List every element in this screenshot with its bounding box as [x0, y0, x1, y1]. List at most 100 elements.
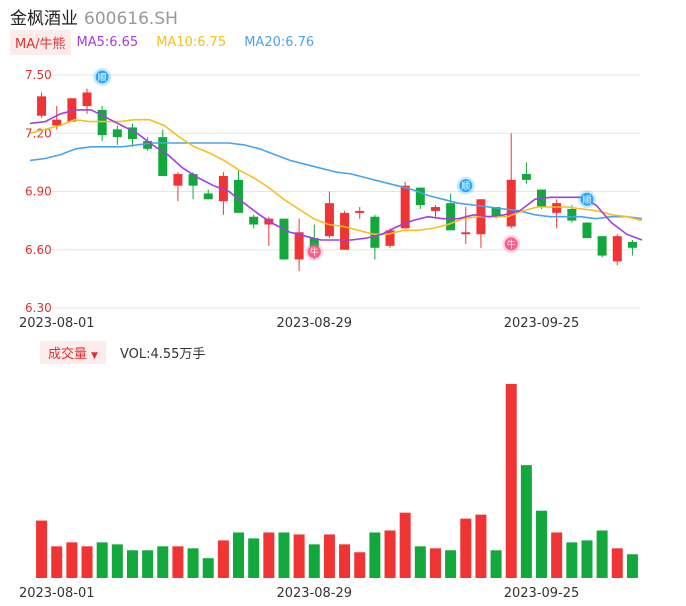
candle-body	[158, 137, 168, 176]
candle-body	[324, 203, 334, 237]
volume-bar	[308, 544, 320, 578]
caret-down-icon: ▼	[91, 350, 98, 361]
volume-bar	[445, 550, 457, 578]
candle-body	[415, 187, 425, 206]
volume-bar	[248, 538, 260, 578]
candle-body	[97, 109, 107, 136]
badge-text: 牛	[310, 246, 319, 258]
candle-body	[294, 232, 304, 260]
volume-bar	[626, 554, 638, 578]
candle-body	[249, 216, 259, 225]
volume-bar	[611, 548, 623, 578]
volume-series	[36, 383, 638, 578]
candle-body	[446, 203, 456, 231]
candle-body	[188, 174, 198, 186]
candlestick-series	[37, 88, 637, 272]
volume-bar	[596, 530, 608, 578]
badge-text: 顺	[461, 181, 470, 192]
volume-bar	[505, 383, 517, 578]
volume-indicator-selector[interactable]: 成交量 ▼	[40, 340, 106, 364]
price-y-tick-label: 6.30	[25, 301, 52, 315]
signal-badge-shun: 顺	[456, 176, 475, 195]
badge-text: 顺	[582, 195, 591, 206]
volume-bar	[172, 546, 184, 578]
candle-body	[37, 96, 47, 116]
price-x-tick-label: 2023-08-29	[276, 316, 352, 331]
candle-body	[400, 185, 410, 229]
candle-body	[370, 216, 380, 248]
candle-body	[203, 193, 213, 200]
price-x-tick-label: 2023-09-25	[504, 316, 580, 331]
volume-bar	[490, 550, 502, 578]
badge-core	[95, 70, 109, 84]
volume-bar	[66, 542, 78, 578]
volume-bar	[51, 546, 63, 578]
candle-body	[506, 179, 516, 227]
volume-bar	[217, 540, 229, 578]
stock-code: 600616.SH	[84, 9, 178, 29]
volume-bar	[187, 548, 199, 578]
volume-bar	[96, 542, 108, 578]
volume-x-tick-label: 2023-08-01	[19, 586, 95, 601]
badge-core	[459, 179, 473, 193]
ma20-line	[29, 142, 643, 220]
price-y-tick-label: 6.60	[25, 243, 52, 257]
signal-badges: 顺牛 顺牛 顺	[93, 67, 596, 261]
candle-body	[173, 174, 183, 186]
price-y-tick-label: 6.90	[25, 185, 52, 199]
candle-body	[355, 210, 365, 213]
volume-bar	[414, 546, 426, 578]
volume-bar	[202, 558, 214, 578]
candle-body	[143, 141, 153, 149]
ma10-line	[29, 118, 643, 235]
ma20-value: MA20:6.76	[244, 34, 315, 50]
volume-bar	[520, 465, 532, 578]
ma5-line	[29, 109, 643, 241]
volume-bar	[429, 548, 441, 578]
volume-bar	[354, 552, 366, 578]
badge-core	[580, 192, 594, 206]
price-x-tick-label: 2023-08-01	[19, 316, 95, 331]
volume-bar	[581, 540, 593, 578]
signal-badge-niu: 牛	[502, 234, 521, 253]
volume-bar	[399, 512, 411, 578]
candle-body	[521, 174, 531, 180]
volume-bar	[460, 518, 472, 578]
volume-bar	[263, 532, 275, 578]
stock-title: 金枫酒业 600616.SH	[10, 4, 178, 29]
volume-value: VOL:4.55万手	[119, 346, 206, 362]
volume-bar	[278, 532, 290, 578]
candle-body	[582, 222, 592, 239]
ma-indicator-selector[interactable]: MA/牛熊	[10, 29, 71, 55]
volume-x-axis: 2023-08-01 2023-08-29 2023-09-25	[19, 586, 579, 601]
volume-bar	[233, 532, 245, 578]
candle-body	[112, 129, 122, 138]
volume-bar	[369, 532, 381, 578]
candle-body	[627, 241, 637, 248]
candle-body	[82, 92, 92, 107]
ma5-value: MA5:6.65	[76, 34, 139, 50]
volume-bar	[339, 544, 351, 578]
volume-bar	[536, 510, 548, 578]
volume-bar	[384, 530, 396, 578]
price-y-tick-label: 7.50	[25, 68, 52, 82]
volume-tag-label: 成交量	[48, 346, 88, 362]
candle-body	[234, 179, 244, 213]
price-y-axis: 7.507.206.906.606.30	[25, 68, 52, 315]
candle-body	[552, 203, 562, 213]
badge-core	[504, 237, 518, 251]
stock-name: 金枫酒业	[10, 9, 78, 29]
price-x-axis: 2023-08-01 2023-08-29 2023-09-25	[19, 316, 579, 331]
volume-bar	[142, 550, 154, 578]
candle-body	[461, 232, 471, 235]
candle-body	[67, 98, 77, 122]
candle-body	[597, 236, 607, 256]
signal-badge-niu: 牛	[305, 242, 324, 261]
badge-core	[307, 245, 321, 259]
volume-bar	[323, 534, 335, 578]
candle-body	[430, 207, 440, 211]
ma10-value: MA10:6.75	[156, 34, 227, 50]
candle-body	[279, 218, 289, 260]
volume-bar	[157, 546, 169, 578]
